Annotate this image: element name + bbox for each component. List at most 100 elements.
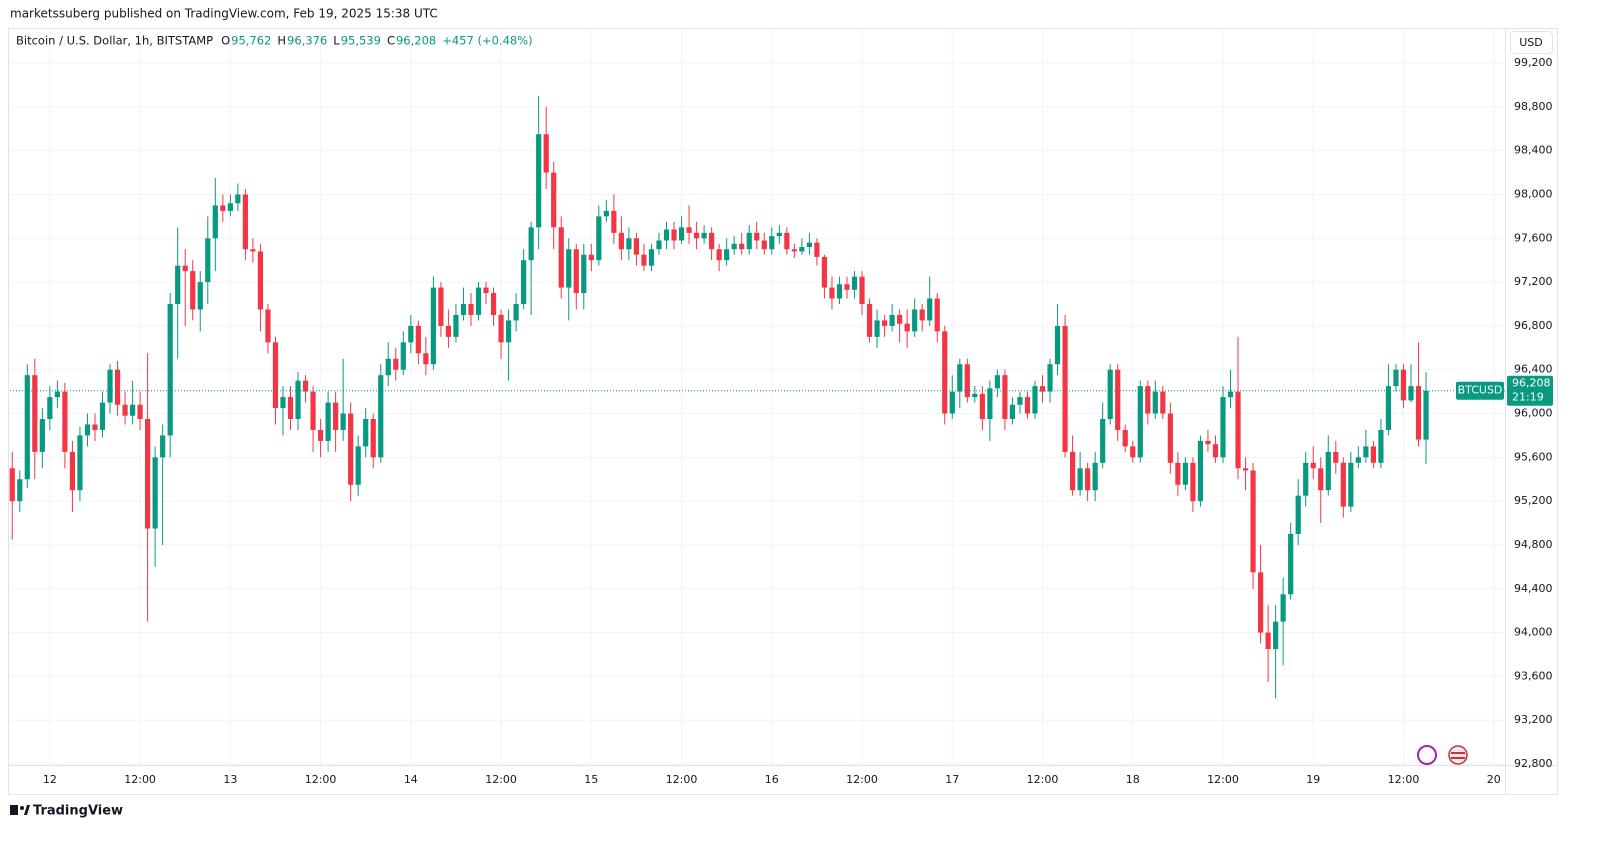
candle-body <box>235 194 241 204</box>
candle-body <box>468 304 474 315</box>
candle-body <box>348 413 354 485</box>
candle-body <box>393 358 399 370</box>
candle-body <box>212 205 218 239</box>
candle-body <box>1393 369 1399 387</box>
candle-body <box>1115 369 1121 430</box>
y-tick-label: 98,400 <box>1514 144 1553 157</box>
candle-body <box>633 238 640 255</box>
candle-body <box>521 260 527 304</box>
candle-body <box>1423 390 1429 440</box>
candle-body <box>761 240 767 250</box>
candle-body <box>731 243 737 250</box>
candle-body <box>739 243 745 250</box>
candle-body <box>1212 444 1219 458</box>
currency: USD <box>1519 36 1543 49</box>
candle-body <box>1250 470 1256 573</box>
y-tick-label: 94,800 <box>1514 538 1553 551</box>
candle-body <box>272 342 279 409</box>
candle-body <box>114 369 121 405</box>
candle-body <box>709 232 715 250</box>
candle-body <box>438 287 444 326</box>
ohlc-value: 95,539 <box>341 34 381 48</box>
x-tick-label: 13 <box>223 773 237 786</box>
candle-body <box>1077 468 1083 491</box>
x-tick-label: 12:00 <box>124 773 156 786</box>
x-tick-label: 12:00 <box>846 773 878 786</box>
chart-frame <box>8 28 1558 795</box>
candle-body <box>656 240 662 250</box>
candle-body <box>1197 440 1204 502</box>
candle-body <box>1107 369 1113 419</box>
ohlc-value: 95,762 <box>231 34 271 48</box>
candle-body <box>302 380 309 392</box>
y-tick-label: 96,400 <box>1514 363 1553 376</box>
y-tick-label: 94,000 <box>1514 626 1553 639</box>
candle-body <box>716 249 722 261</box>
candle-body <box>814 242 820 257</box>
candle-body <box>9 468 15 502</box>
candle-body <box>1122 429 1128 447</box>
candle-body <box>1310 462 1316 469</box>
ohlc-value: 96,376 <box>287 34 327 48</box>
candle-body <box>1295 495 1301 534</box>
candle-body <box>47 397 53 419</box>
candle-body <box>220 205 226 211</box>
candle-body <box>844 284 850 290</box>
candle-body <box>340 413 346 430</box>
candle-body <box>1190 462 1196 502</box>
candle-body <box>1348 462 1354 507</box>
candle-body <box>317 429 324 441</box>
candle-body <box>994 375 1000 389</box>
candle-body <box>280 397 286 409</box>
candle-body <box>257 251 264 310</box>
candle-body <box>769 236 775 250</box>
candle-body <box>333 402 339 430</box>
candle-body <box>1280 594 1286 622</box>
candle-body <box>776 232 782 237</box>
candle-body <box>972 393 978 398</box>
candle-body <box>1378 429 1384 463</box>
candle-body <box>536 134 542 228</box>
candle-body <box>641 254 647 266</box>
y-tick-label: 98,000 <box>1514 187 1553 200</box>
candle-body <box>62 391 68 452</box>
candle-body <box>167 304 173 436</box>
currency-button[interactable] <box>1510 31 1553 54</box>
candle-body <box>851 276 858 290</box>
candle-body <box>160 435 166 458</box>
candle-body <box>1303 462 1309 496</box>
candle-body <box>385 358 391 376</box>
candle-body <box>475 287 482 315</box>
candle-body <box>1039 386 1046 392</box>
candle-body <box>107 369 113 403</box>
candle-body <box>588 254 594 261</box>
candle-body <box>54 391 60 398</box>
candle-body <box>1325 451 1331 491</box>
candle-body <box>881 320 888 326</box>
x-tick-label: 12:00 <box>1388 773 1420 786</box>
candle-body <box>430 287 436 365</box>
symbol-label: Bitcoin / U.S. Dollar, 1h, BITSTAMP <box>16 34 213 48</box>
candle-body <box>378 375 384 458</box>
y-tick-label: 95,600 <box>1514 450 1553 463</box>
candle-body <box>1175 462 1181 485</box>
candle-body <box>1205 440 1211 445</box>
candle-body <box>1100 419 1106 463</box>
candle-body <box>1137 386 1143 458</box>
candle-body <box>1333 451 1339 463</box>
candle-body <box>92 424 98 430</box>
y-tick-label: 97,600 <box>1514 231 1553 244</box>
y-tick-label: 92,800 <box>1514 757 1553 770</box>
candle-body <box>1152 391 1158 414</box>
candle-body <box>145 419 151 529</box>
candle-body <box>889 314 895 326</box>
candle-body <box>1017 397 1023 405</box>
x-tick-label: 15 <box>584 773 598 786</box>
candle-body <box>1069 451 1076 491</box>
candle-body <box>829 287 835 299</box>
candle-body <box>799 247 805 252</box>
candle-body <box>1054 325 1061 365</box>
candle-body <box>678 227 685 241</box>
